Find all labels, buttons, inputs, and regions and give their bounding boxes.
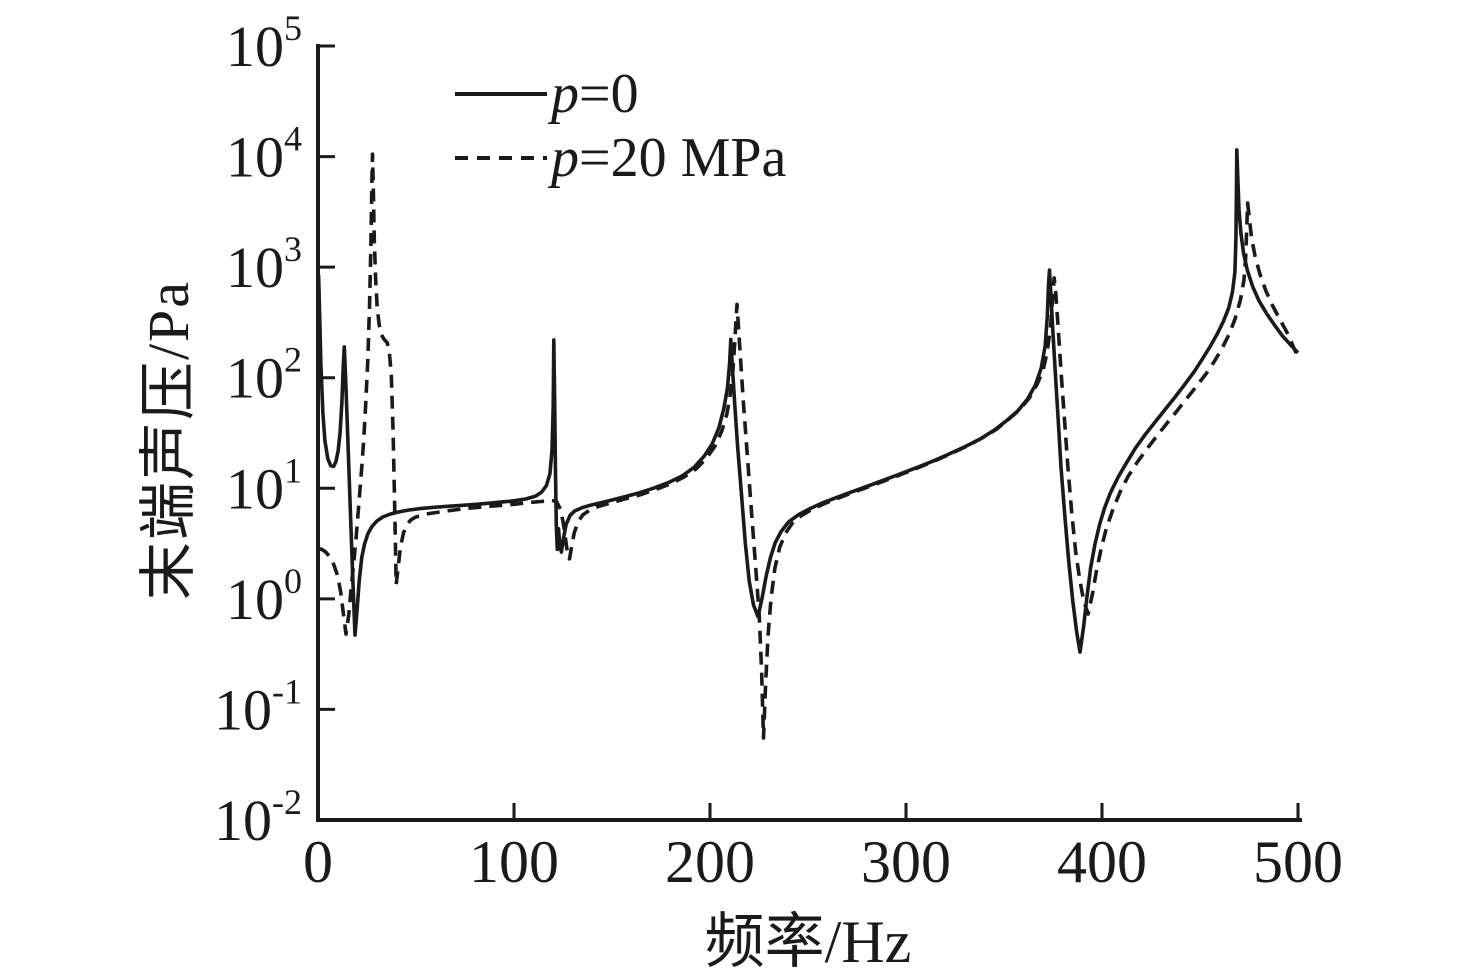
x-tick-label: 200 bbox=[665, 829, 755, 895]
series-p0-line bbox=[316, 148, 1300, 654]
x-tick-label: 300 bbox=[861, 829, 951, 895]
x-tick-label: 500 bbox=[1253, 829, 1343, 895]
legend-item-p20: p=20 MPa bbox=[455, 126, 786, 190]
legend-label-p20: p=20 MPa bbox=[551, 127, 787, 189]
y-tick-label: 10-1 bbox=[214, 671, 302, 742]
y-tick-label: 105 bbox=[226, 8, 302, 79]
y-axis-title: 末端声压/Pa bbox=[136, 279, 201, 601]
axes bbox=[316, 44, 1302, 822]
x-axis-ticks: 0 100 200 300 400 500 bbox=[303, 803, 1343, 895]
y-tick-label: 104 bbox=[226, 119, 302, 190]
x-axis-title: 频率/Hz bbox=[704, 909, 912, 971]
legend: p=0 p=20 MPa bbox=[455, 62, 786, 190]
y-tick-label: 101 bbox=[226, 450, 302, 521]
y-tick-label: 103 bbox=[226, 229, 302, 300]
y-tick-label: 102 bbox=[226, 340, 302, 411]
legend-item-p0: p=0 bbox=[455, 62, 786, 126]
legend-dashed-line-swatch bbox=[455, 156, 547, 160]
legend-solid-line-swatch bbox=[455, 92, 547, 96]
legend-label-p0: p=0 bbox=[551, 63, 639, 125]
series-p20-line bbox=[318, 152, 1300, 740]
y-tick-label: 10-2 bbox=[214, 782, 302, 853]
y-tick-label: 100 bbox=[226, 561, 302, 632]
y-axis-ticks: 105 104 103 102 101 100 10-1 10-2 bbox=[214, 8, 335, 853]
x-tick-label: 100 bbox=[469, 829, 559, 895]
x-tick-label: 0 bbox=[303, 829, 333, 895]
x-tick-label: 400 bbox=[1057, 829, 1147, 895]
